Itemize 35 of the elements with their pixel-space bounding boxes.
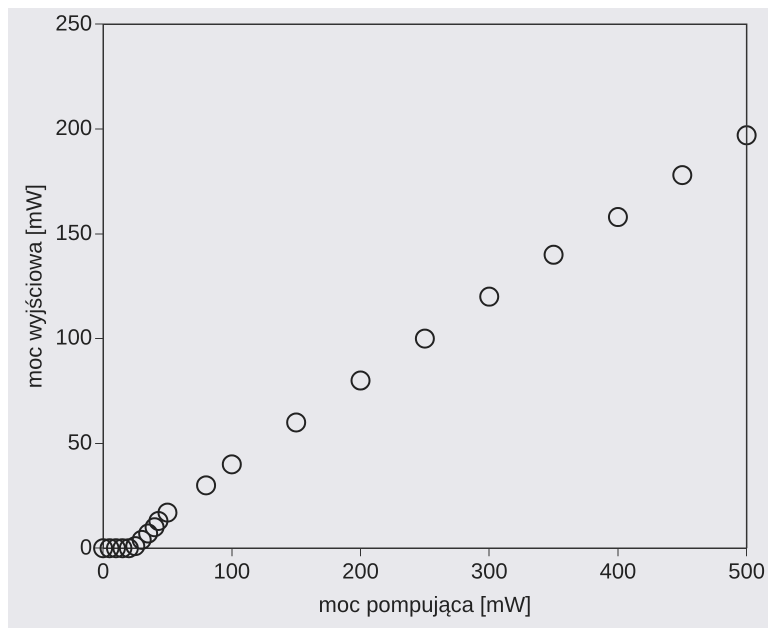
point [157, 502, 178, 523]
point [479, 286, 500, 307]
y-tick-label: 100 [55, 324, 92, 350]
point [132, 530, 152, 550]
x-tick-label: 200 [342, 558, 379, 584]
point [118, 538, 139, 558]
x-tick-label: 100 [213, 558, 250, 584]
point [148, 510, 168, 531]
y-tick-label: 50 [68, 429, 92, 454]
point [544, 244, 564, 265]
point [138, 524, 158, 544]
x-tick-label: 300 [470, 558, 508, 584]
point [144, 517, 165, 538]
x-tick-label: 500 [728, 558, 766, 584]
point [93, 538, 114, 558]
y-tick-label: 200 [55, 115, 92, 140]
point [286, 412, 306, 432]
point [608, 207, 628, 228]
point [672, 165, 692, 186]
point [736, 125, 757, 146]
point [222, 454, 242, 474]
x-tick-label: 400 [600, 558, 636, 584]
point [106, 538, 126, 558]
y-tick-label: 150 [55, 220, 92, 245]
x-tick-label: 0 [96, 558, 110, 584]
y-axis-title: moc wyjściowa [mW] [21, 184, 46, 388]
point [196, 475, 216, 496]
point [125, 536, 146, 556]
point [112, 538, 132, 558]
x-axis-title: moc pompująca [mW] [318, 592, 532, 617]
y-tick-label: 0 [80, 534, 92, 560]
point [414, 328, 435, 349]
y-tick-label: 250 [55, 10, 92, 36]
point [350, 370, 371, 391]
point [100, 538, 120, 558]
